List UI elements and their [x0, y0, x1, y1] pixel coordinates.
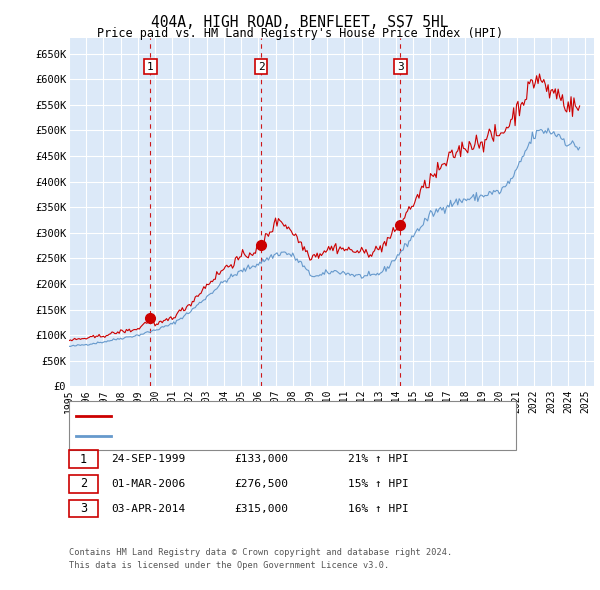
Text: 3: 3	[80, 502, 87, 515]
Text: £315,000: £315,000	[234, 504, 288, 513]
Text: 3: 3	[397, 61, 404, 71]
Text: 1: 1	[147, 61, 154, 71]
Text: HPI: Average price, detached house, Castle Point: HPI: Average price, detached house, Cast…	[115, 431, 415, 441]
Text: 24-SEP-1999: 24-SEP-1999	[111, 454, 185, 464]
Text: 404A, HIGH ROAD, BENFLEET, SS7 5HL (detached house): 404A, HIGH ROAD, BENFLEET, SS7 5HL (deta…	[115, 411, 434, 421]
Text: This data is licensed under the Open Government Licence v3.0.: This data is licensed under the Open Gov…	[69, 560, 389, 569]
Text: Contains HM Land Registry data © Crown copyright and database right 2024.: Contains HM Land Registry data © Crown c…	[69, 548, 452, 556]
Text: 16% ↑ HPI: 16% ↑ HPI	[348, 504, 409, 513]
Text: 2: 2	[258, 61, 265, 71]
Text: £276,500: £276,500	[234, 479, 288, 489]
Text: 1: 1	[80, 453, 87, 466]
Text: 01-MAR-2006: 01-MAR-2006	[111, 479, 185, 489]
Text: 21% ↑ HPI: 21% ↑ HPI	[348, 454, 409, 464]
Text: 15% ↑ HPI: 15% ↑ HPI	[348, 479, 409, 489]
Text: 2: 2	[80, 477, 87, 490]
Text: 03-APR-2014: 03-APR-2014	[111, 504, 185, 513]
Text: 404A, HIGH ROAD, BENFLEET, SS7 5HL: 404A, HIGH ROAD, BENFLEET, SS7 5HL	[151, 15, 449, 30]
Text: Price paid vs. HM Land Registry's House Price Index (HPI): Price paid vs. HM Land Registry's House …	[97, 27, 503, 40]
Text: £133,000: £133,000	[234, 454, 288, 464]
